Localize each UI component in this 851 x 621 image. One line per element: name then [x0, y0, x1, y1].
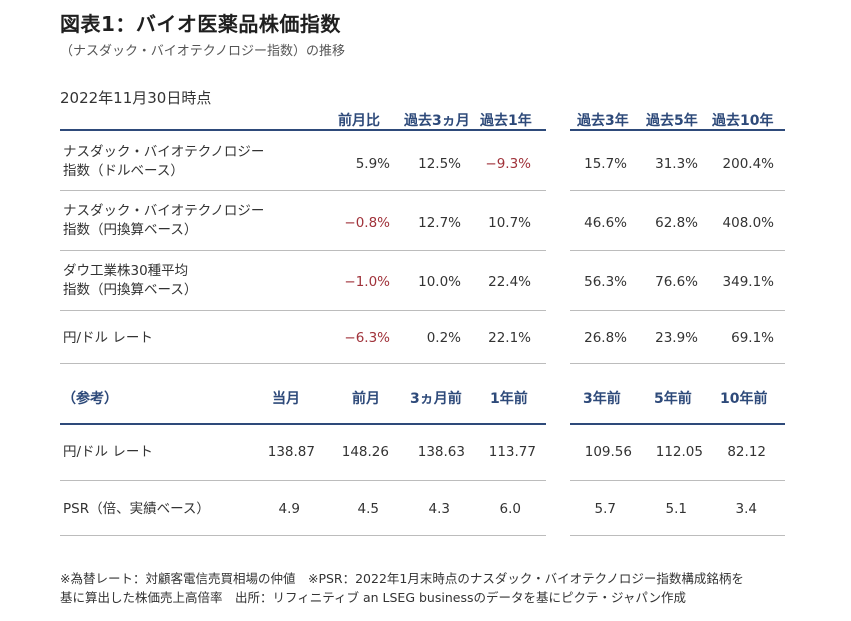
t1-row1-val-10y: 200.4% [722, 156, 774, 172]
t2-header-3m-ago: 3ヵ月前 [410, 391, 462, 407]
footnote-line1: ※為替レート：対顧客電信売買相場の仲値 ※PSR：2022年1月末時点のナスダッ… [60, 571, 744, 586]
t2-row1-val-3y-ago: 109.56 [584, 444, 632, 460]
t1-row4-val-10y: 69.1% [731, 330, 774, 346]
t1-row2-val-3y: 46.6% [584, 215, 627, 231]
t1-top-rule-right [570, 129, 785, 131]
t1-row4-val-3y: 26.8% [584, 330, 627, 346]
as-of-date: 2022年11月30日時点 [60, 89, 212, 107]
t2-row1-label: 円/ドル レート [63, 444, 153, 460]
t1-header-1m: 前月比 [338, 113, 380, 129]
t2-header-3y-ago: 3年前 [583, 391, 621, 407]
t1-row3-label-line1: ダウ工業株30種平均 [63, 263, 189, 279]
t1-row3-val-3y: 56.3% [584, 274, 627, 290]
t1-header-10y: 過去10年 [712, 113, 774, 129]
t2-top-rule-right [570, 423, 785, 425]
t1-header-1y: 過去1年 [480, 113, 532, 129]
t1-row3-val-3m: 10.0% [418, 274, 461, 290]
t1-row3-label: ダウ工業株30種平均 指数（円換算ベース） [63, 262, 197, 300]
t2-row2-divider-right [570, 535, 785, 536]
t1-header-5y: 過去5年 [646, 113, 698, 129]
t1-row1-val-1m: 5.9% [355, 156, 390, 172]
t1-row1-label: ナスダック・バイオテクノロジー 指数（ドルベース） [63, 143, 264, 181]
t1-top-rule-left [60, 129, 546, 131]
t1-row2-val-10y: 408.0% [722, 215, 774, 231]
t1-row4-val-1y: 22.1% [488, 330, 531, 346]
t1-row2-divider-left [60, 250, 546, 251]
t2-row2-val-1y-ago: 6.0 [499, 501, 521, 517]
t1-row1-val-3y: 15.7% [584, 156, 627, 172]
t1-row4-divider-left [60, 363, 546, 364]
t1-row2-val-1y: 10.7% [488, 215, 531, 231]
t1-row4-val-5y: 23.9% [655, 330, 698, 346]
t2-row2-label: PSR（倍、実績ベース） [63, 501, 210, 517]
t1-row2-label-line2: 指数（円換算ベース） [63, 222, 198, 238]
t1-row2-val-1m: −0.8% [344, 215, 390, 231]
t1-header-3m: 過去3ヵ月 [404, 113, 470, 129]
t2-row2-val-3y-ago: 5.7 [594, 501, 616, 517]
t1-row4-divider-right [570, 363, 785, 364]
t1-row1-val-3m: 12.5% [418, 156, 461, 172]
t2-row1-val-3m-ago: 138.63 [417, 444, 465, 460]
t2-row1-val-current: 138.87 [267, 444, 315, 460]
figure-subtitle: （ナスダック・バイオテクノロジー指数）の推移 [60, 44, 345, 59]
t1-row1-label-line2: 指数（ドルベース） [63, 163, 184, 179]
t2-row1-val-prev-month: 148.26 [341, 444, 389, 460]
t1-row2-val-5y: 62.8% [655, 215, 698, 231]
t1-row3-val-1y: 22.4% [488, 274, 531, 290]
t1-header-3y: 過去3年 [577, 113, 629, 129]
t1-row2-label: ナスダック・バイオテクノロジー 指数（円換算ベース） [63, 202, 264, 240]
t1-row2-divider-right [570, 250, 785, 251]
t1-row3-divider-right [570, 310, 785, 311]
t2-row2-val-5y-ago: 5.1 [665, 501, 687, 517]
t2-row2-val-prev-month: 4.5 [357, 501, 379, 517]
t1-row2-label-line1: ナスダック・バイオテクノロジー [63, 203, 265, 219]
t2-row2-val-10y-ago: 3.4 [735, 501, 757, 517]
t2-header-prev-month: 前月 [352, 391, 380, 407]
t1-row3-label-line2: 指数（円換算ベース） [63, 282, 198, 298]
t1-row1-val-1y: −9.3% [485, 156, 531, 172]
t2-row2-val-current: 4.9 [278, 501, 300, 517]
t2-header-current: 当月 [272, 391, 300, 407]
t1-row2-val-3m: 12.7% [418, 215, 461, 231]
t1-row1-divider-left [60, 190, 546, 191]
t1-row4-val-1m: −6.3% [344, 330, 390, 346]
figure-title: 図表1：バイオ医薬品株価指数 [60, 12, 341, 36]
t1-row3-val-5y: 76.6% [655, 274, 698, 290]
t2-header-1y-ago: 1年前 [490, 391, 528, 407]
t2-header-10y-ago: 10年前 [720, 391, 768, 407]
t1-row1-val-5y: 31.3% [655, 156, 698, 172]
t1-row3-val-10y: 349.1% [722, 274, 774, 290]
t1-row4-val-3m: 0.2% [426, 330, 461, 346]
t1-row1-label-line1: ナスダック・バイオテクノロジー [63, 144, 265, 160]
t2-row1-val-10y-ago: 82.12 [727, 444, 766, 460]
t2-row1-divider-right [570, 480, 785, 481]
t2-row1-val-1y-ago: 113.77 [488, 444, 536, 460]
t2-row2-divider-left [60, 535, 546, 536]
t1-row4-label: 円/ドル レート [63, 330, 153, 346]
t2-row1-divider-left [60, 480, 546, 481]
t1-row1-divider-right [570, 190, 785, 191]
t2-top-rule-left [60, 423, 546, 425]
t1-row3-divider-left [60, 310, 546, 311]
footnote-line2: 基に算出した株価売上高倍率 出所：リフィニティブ an LSEG busines… [60, 590, 686, 605]
t2-row1-val-5y-ago: 112.05 [655, 444, 703, 460]
t2-row2-val-3m-ago: 4.3 [428, 501, 450, 517]
t1-row3-val-1m: −1.0% [344, 274, 390, 290]
t2-header-5y-ago: 5年前 [654, 391, 692, 407]
t2-reference-label: （参考） [62, 391, 118, 407]
